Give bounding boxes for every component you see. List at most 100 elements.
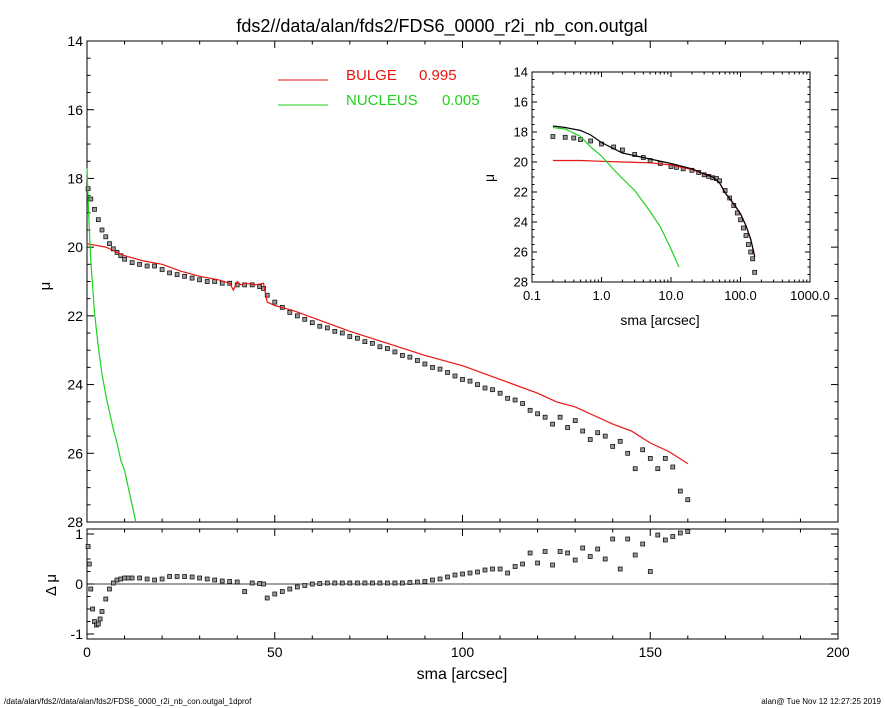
residual-point: [595, 546, 601, 552]
residual-point: [114, 577, 120, 583]
residual-point: [557, 549, 563, 554]
residual-xtick-label: 50: [267, 644, 283, 660]
main-point: [520, 401, 525, 406]
main-point: [362, 339, 368, 344]
main-point: [204, 279, 210, 284]
residual-point: [118, 576, 124, 582]
residual-point: [385, 580, 390, 586]
residual-point: [407, 580, 413, 585]
main-point: [490, 387, 495, 393]
inset-point: [743, 233, 749, 238]
main-point: [95, 217, 101, 223]
main-point: [159, 267, 165, 272]
chart-title: fds2//data/alan/fds2/FDS6_0000_r2i_nb_co…: [236, 16, 647, 37]
main-point: [355, 335, 360, 341]
legend-nucleus-label: NUCLEUS: [346, 92, 418, 109]
main-point: [407, 354, 413, 360]
inset-point: [752, 269, 758, 275]
main-point: [392, 349, 398, 355]
main-ytick-label: 22: [67, 308, 83, 324]
main-point: [264, 292, 270, 298]
residual-point: [370, 580, 375, 586]
main-point: [122, 256, 127, 262]
inset-xlabel: sma [arcsec]: [620, 312, 699, 328]
residual-point: [234, 579, 240, 585]
main-line-nucleus: [86, 168, 137, 523]
inset-point: [632, 152, 638, 157]
main-point: [182, 273, 187, 279]
residual-point: [452, 572, 458, 578]
main-point: [460, 377, 465, 382]
residual-point: [167, 574, 172, 579]
residual-point: [602, 556, 608, 562]
main-point: [339, 330, 345, 336]
residual-point: [249, 580, 255, 586]
inset-ytick-label: 28: [514, 275, 528, 290]
inset-xtick-label: 10.0: [658, 288, 683, 303]
main-point: [324, 325, 330, 331]
residual-ytick-label: 0: [75, 576, 83, 592]
main-point: [332, 328, 338, 334]
residual-xtick-label: 0: [83, 644, 91, 660]
inset-point: [620, 147, 625, 153]
inset-xtick-label: 0.1: [523, 288, 541, 303]
residual-point: [677, 530, 683, 536]
residual-point: [647, 569, 653, 574]
residual-point: [520, 561, 525, 567]
main-point: [640, 447, 646, 453]
inset-ytick-label: 24: [514, 215, 528, 230]
main-point: [272, 299, 278, 305]
residual-point: [580, 545, 586, 551]
residual-point: [287, 586, 293, 592]
residual-point: [264, 595, 270, 601]
main-point: [617, 438, 623, 444]
main-point: [482, 385, 488, 391]
residual-point: [99, 609, 105, 614]
main-point: [261, 286, 266, 291]
main-point: [527, 407, 533, 413]
residual-point: [400, 580, 405, 586]
main-point: [174, 272, 180, 277]
residual-point: [362, 580, 368, 586]
main-point: [302, 316, 308, 322]
main-ytick-label: 26: [67, 445, 83, 461]
residual-ytick-label: 1: [75, 526, 83, 542]
residual-point: [542, 549, 548, 554]
main-point: [535, 411, 540, 417]
main-point: [422, 361, 428, 367]
inset-line-nucleus: [552, 126, 680, 268]
main-point: [595, 430, 601, 436]
residual-point: [204, 576, 210, 582]
residual-point: [475, 569, 480, 575]
residual-point: [103, 596, 109, 602]
inset-ytick-label: 14: [514, 65, 528, 80]
residual-point: [430, 577, 435, 583]
main-point: [677, 488, 683, 494]
main-ytick-label: 20: [67, 239, 83, 255]
residual-point: [129, 575, 135, 581]
inset-point: [741, 225, 746, 231]
main-point: [572, 418, 578, 423]
main-point: [550, 421, 555, 427]
residual-point: [159, 576, 165, 582]
inset-background: [532, 72, 810, 282]
main-ytick-label: 16: [67, 102, 83, 118]
inset-ytick-label: 26: [514, 245, 528, 260]
inset-point: [571, 135, 577, 141]
residual-point: [467, 570, 473, 576]
residual-panel: 0 50 100 150 200 -1 0 1 Δ μ sma [arcsec]: [43, 526, 850, 683]
main-ytick-label: 18: [67, 170, 83, 186]
main-point: [437, 366, 443, 372]
inset-xtick-label: 1.0: [592, 288, 610, 303]
residual-point: [490, 566, 495, 572]
main-point: [497, 390, 503, 396]
inset-point: [578, 137, 583, 142]
residual-point: [197, 575, 202, 581]
main-point: [670, 464, 676, 470]
main-point: [347, 334, 353, 339]
inset-ytick-label: 16: [514, 95, 528, 110]
main-ytick-label: 24: [67, 377, 83, 393]
residual-point: [505, 570, 510, 576]
residual-point: [257, 581, 263, 586]
